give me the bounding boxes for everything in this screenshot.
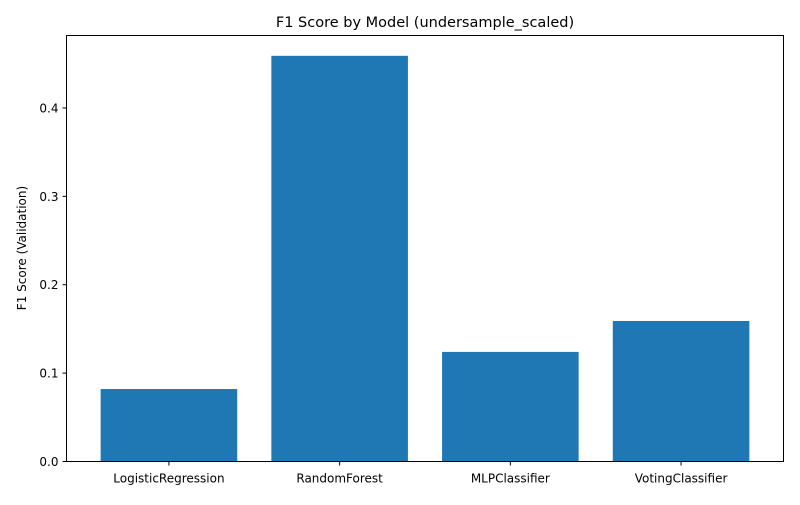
y-tick-label-4: 0.4: [39, 101, 58, 115]
bars-group: [100, 55, 750, 462]
chart-title: F1 Score by Model (undersample_scaled): [276, 15, 574, 31]
x-tick-label-1: RandomForest: [296, 472, 383, 486]
plot-frame: [66, 35, 784, 462]
x-ticks-group: LogisticRegression RandomForest MLPClassif…: [113, 461, 728, 486]
y-ticks-group: 0.0 0.1 0.2 0.3 0.4: [39, 101, 67, 469]
y-tick-label-0: 0.0: [39, 455, 58, 469]
x-tick-label-2: MLPClassifier: [471, 472, 550, 486]
bar-1: [271, 55, 408, 462]
bar-2: [442, 351, 579, 462]
y-tick-label-3: 0.3: [39, 190, 58, 204]
y-axis-label: F1 Score (Validation): [15, 186, 29, 310]
y-tick-label-2: 0.2: [39, 278, 58, 292]
y-tick-label-1: 0.1: [39, 367, 58, 381]
bar-3: [612, 320, 750, 462]
x-tick-label-0: LogisticRegression: [113, 472, 224, 486]
bar-0: [100, 389, 238, 462]
x-tick-label-3: VotingClassifier: [635, 472, 728, 486]
